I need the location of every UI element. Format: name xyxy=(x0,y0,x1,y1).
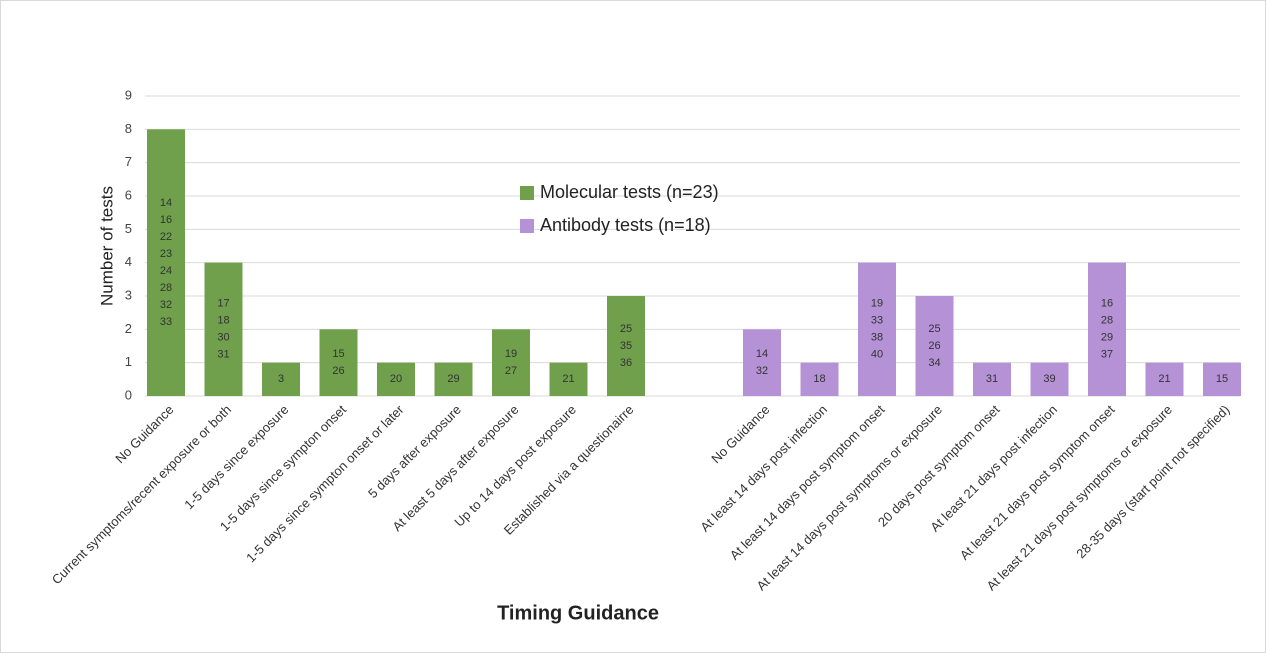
y-tick-label: 8 xyxy=(125,121,132,136)
bar-label: 15 xyxy=(332,348,344,360)
bar xyxy=(377,362,415,396)
bar-label: 33 xyxy=(160,316,172,328)
bar xyxy=(147,129,185,397)
bar xyxy=(1145,362,1184,396)
bar xyxy=(492,329,530,396)
bar-label: 33 xyxy=(871,315,883,327)
bar-label: 28 xyxy=(1101,315,1113,327)
y-tick-label: 5 xyxy=(125,221,132,236)
bar-label: 35 xyxy=(620,340,632,352)
bar-label: 16 xyxy=(1101,298,1113,310)
bar xyxy=(915,296,954,396)
y-tick-label: 9 xyxy=(125,87,132,102)
bar-label: 19 xyxy=(505,348,517,360)
bar-label: 40 xyxy=(871,349,883,361)
y-tick-label: 6 xyxy=(125,187,132,202)
bar-label: 31 xyxy=(217,349,229,361)
bar-label: 3 xyxy=(278,373,284,385)
bar-label: 24 xyxy=(160,265,172,277)
bar-label: 28 xyxy=(160,282,172,294)
bar-label: 26 xyxy=(332,365,344,377)
bar-label: 25 xyxy=(928,323,940,335)
legend-label: Molecular tests (n=23) xyxy=(540,182,719,202)
bar-label: 23 xyxy=(160,248,172,260)
bar-label: 32 xyxy=(160,299,172,311)
bar-label: 39 xyxy=(1043,373,1055,385)
bar xyxy=(1030,362,1069,396)
y-tick-label: 2 xyxy=(125,321,132,336)
legend-swatch xyxy=(520,186,534,200)
bar-label: 37 xyxy=(1101,349,1113,361)
bar-label: 36 xyxy=(620,357,632,369)
legend-label: Antibody tests (n=18) xyxy=(540,215,711,235)
bar-label: 34 xyxy=(928,357,940,369)
bar-label: 21 xyxy=(562,373,574,385)
bar-label: 14 xyxy=(756,348,768,360)
y-axis-title: Number of tests xyxy=(97,186,116,306)
bar-label: 15 xyxy=(1216,373,1228,385)
bar xyxy=(434,362,473,396)
bar-label: 29 xyxy=(447,373,459,385)
bar-label: 18 xyxy=(217,315,229,327)
bar xyxy=(973,362,1011,396)
bar xyxy=(204,262,243,396)
bar-label: 29 xyxy=(1101,332,1113,344)
bar xyxy=(1203,362,1241,396)
legend-swatch xyxy=(520,219,534,233)
y-tick-label: 4 xyxy=(125,254,132,269)
bar xyxy=(858,262,896,396)
bar-label: 21 xyxy=(1158,373,1170,385)
bar-label: 18 xyxy=(813,373,825,385)
bar xyxy=(1088,262,1126,396)
bar-label: 31 xyxy=(986,373,998,385)
bar-label: 19 xyxy=(871,298,883,310)
bar-label: 26 xyxy=(928,340,940,352)
y-tick-label: 7 xyxy=(125,154,132,169)
bar-label: 22 xyxy=(160,231,172,243)
bar xyxy=(607,296,645,396)
bar-label: 16 xyxy=(160,214,172,226)
x-axis-title: Timing Guidance xyxy=(497,602,659,624)
bar xyxy=(743,329,781,396)
bar-label: 14 xyxy=(160,197,172,209)
bar xyxy=(800,362,839,396)
y-tick-label: 1 xyxy=(125,354,132,369)
bar xyxy=(262,362,300,396)
bar-label: 25 xyxy=(620,323,632,335)
bar xyxy=(319,329,358,396)
y-tick-label: 3 xyxy=(125,287,132,302)
y-tick-label: 0 xyxy=(125,387,132,402)
bar-label: 27 xyxy=(505,365,517,377)
bar xyxy=(549,362,588,396)
bar-label: 17 xyxy=(217,298,229,310)
bar-label: 32 xyxy=(756,365,768,377)
bar-label: 20 xyxy=(390,373,402,385)
bar-label: 30 xyxy=(217,332,229,344)
bar-label: 38 xyxy=(871,332,883,344)
